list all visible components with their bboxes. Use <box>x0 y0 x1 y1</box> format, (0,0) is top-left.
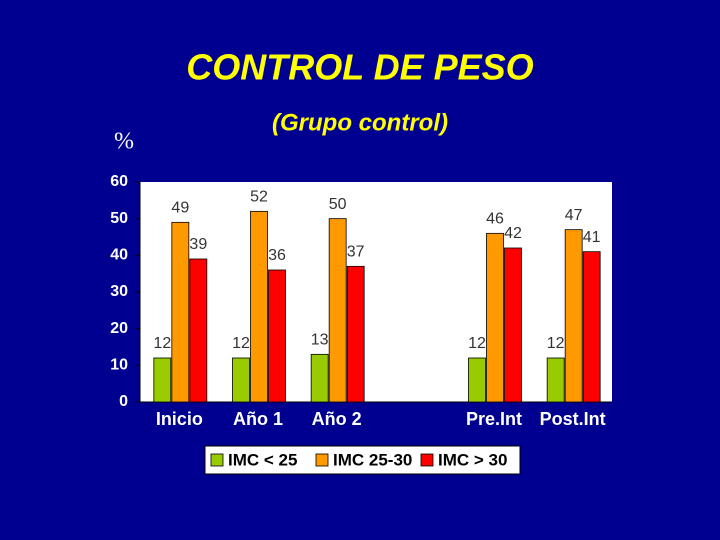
data-label: 42 <box>504 225 522 242</box>
bar <box>171 221 190 403</box>
bar <box>189 258 208 403</box>
x-tick-label: Post.Int <box>540 409 606 429</box>
legend-swatch <box>210 453 224 467</box>
bar <box>328 218 347 403</box>
data-label: 36 <box>268 247 286 264</box>
data-label: 12 <box>153 335 171 352</box>
x-tick-label: Año 1 <box>233 409 283 429</box>
data-label: 49 <box>171 200 189 217</box>
bar <box>546 357 565 403</box>
y-tick-label: 0 <box>119 393 128 410</box>
x-tick-label: Año 2 <box>312 409 362 429</box>
data-label: 12 <box>468 335 486 352</box>
y-tick-label: 60 <box>110 173 128 190</box>
bar <box>346 265 365 403</box>
bar <box>468 357 486 403</box>
chart-subtitle: (Grupo control) <box>272 109 448 136</box>
data-label: 46 <box>486 211 504 228</box>
bar <box>582 251 601 403</box>
data-label: 12 <box>232 335 250 352</box>
data-label: 50 <box>329 196 347 213</box>
bar <box>310 353 329 403</box>
x-tick-label: Inicio <box>156 409 203 429</box>
data-label: 39 <box>189 236 207 253</box>
data-label: 52 <box>250 189 268 206</box>
bar <box>153 357 172 403</box>
y-tick-label: 50 <box>110 210 128 227</box>
bar <box>486 232 504 403</box>
legend-swatch <box>315 453 329 467</box>
chart-title: CONTROL DE PESO <box>186 47 533 88</box>
data-label: 13 <box>311 332 329 349</box>
plot-area <box>140 182 612 402</box>
x-tick-label: Pre.Int <box>466 409 522 429</box>
y-tick-label: 20 <box>110 320 128 337</box>
y-tick-label: 40 <box>110 247 128 264</box>
bar <box>268 269 286 403</box>
legend-box <box>204 445 521 475</box>
data-label: 12 <box>547 335 565 352</box>
legend-label: IMC < 25 <box>228 450 297 469</box>
bar <box>250 210 268 403</box>
legend-label: IMC 25-30 <box>333 450 412 469</box>
y-axis-label: % <box>114 129 134 155</box>
data-label: 41 <box>583 229 601 246</box>
bar <box>232 357 250 403</box>
legend-swatch <box>420 453 434 467</box>
data-label: 37 <box>347 244 365 261</box>
legend-label: IMC > 30 <box>438 450 507 469</box>
bar <box>564 229 583 403</box>
y-tick-label: 30 <box>110 283 128 300</box>
data-label: 47 <box>565 207 583 224</box>
bar <box>504 247 522 403</box>
y-tick-label: 10 <box>110 357 128 374</box>
